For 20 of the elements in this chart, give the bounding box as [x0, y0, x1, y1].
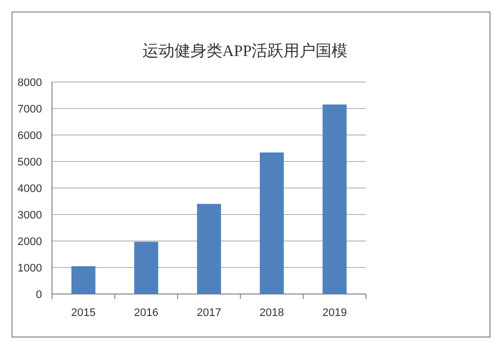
bar	[197, 204, 221, 294]
bar	[322, 104, 347, 294]
y-tick-label: 6000	[18, 130, 42, 142]
y-tick-label: 8000	[18, 77, 42, 89]
bar	[134, 242, 158, 294]
x-tick-label: 2015	[71, 307, 96, 319]
y-tick-label: 5000	[18, 156, 42, 168]
x-tick-label: 2018	[260, 307, 284, 319]
x-tick-label: 2019	[322, 307, 347, 319]
y-tick-label: 0	[36, 289, 42, 301]
y-tick-label: 4000	[18, 183, 42, 195]
y-tick-label: 7000	[18, 104, 42, 116]
y-tick-label: 2000	[18, 236, 42, 248]
y-tick-label: 1000	[18, 262, 42, 274]
chart-title: 运动健身类APP活跃用户国模	[142, 42, 348, 60]
bar	[260, 152, 284, 294]
bar	[71, 266, 96, 294]
x-tick-label: 2017	[196, 307, 222, 319]
y-tick-label: 3000	[18, 210, 42, 222]
x-tick-label: 2016	[134, 307, 158, 319]
